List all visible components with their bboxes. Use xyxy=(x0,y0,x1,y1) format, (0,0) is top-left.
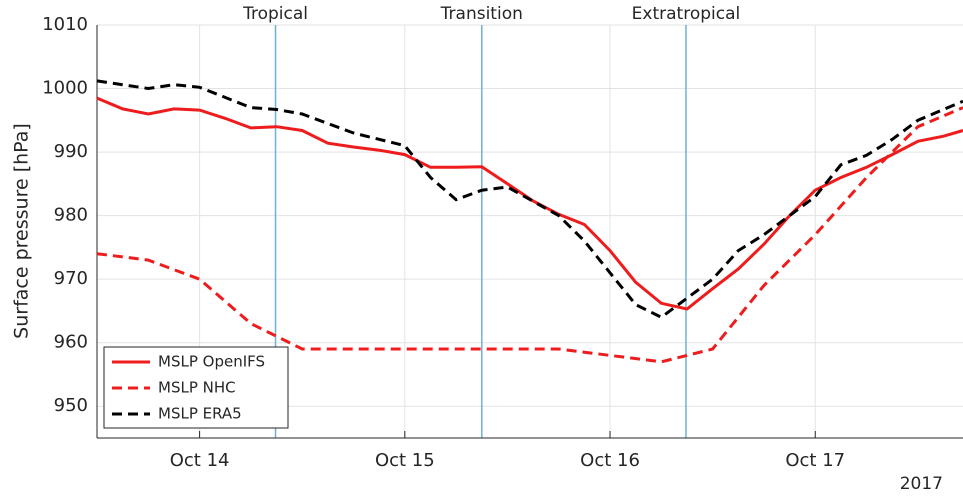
y-tick-label: 960 xyxy=(54,332,88,353)
phase-label: Extratropical xyxy=(632,4,741,24)
y-tick-label: 970 xyxy=(54,268,88,289)
legend: MSLP OpenIFS MSLP NHC MSLP ERA5 xyxy=(103,346,289,429)
legend-label: MSLP OpenIFS xyxy=(158,353,265,371)
legend-label: MSLP NHC xyxy=(158,379,236,397)
series-line xyxy=(96,79,963,320)
phase-label: Tropical xyxy=(242,4,308,24)
y-tick-label: 990 xyxy=(54,141,88,162)
y-tick-label: 950 xyxy=(54,395,88,416)
year-label: 2017 xyxy=(900,474,943,494)
series-line xyxy=(96,96,963,311)
x-tick-label: Oct 15 xyxy=(375,450,435,471)
series-line xyxy=(96,106,963,364)
legend-label: MSLP ERA5 xyxy=(158,405,242,423)
y-tick-label: 1000 xyxy=(42,78,88,99)
x-tick-label: Oct 16 xyxy=(580,450,640,471)
y-tick-label: 980 xyxy=(54,205,88,226)
x-tick-label: Oct 17 xyxy=(785,450,845,471)
y-axis-label: Surface pressure [hPa] xyxy=(11,123,33,339)
phase-label: Transition xyxy=(440,4,523,24)
x-tick-label: Oct 14 xyxy=(170,450,230,471)
y-tick-label: 1010 xyxy=(42,14,88,35)
